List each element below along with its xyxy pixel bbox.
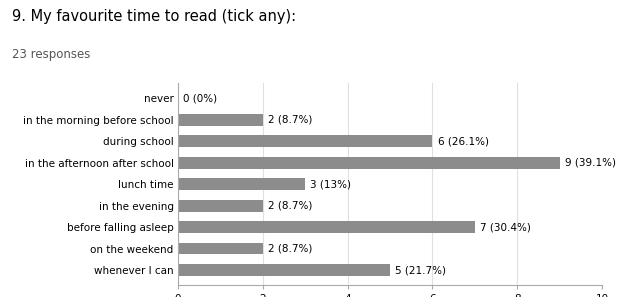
Bar bbox=[178, 114, 263, 126]
Text: 2 (8.7%): 2 (8.7%) bbox=[268, 200, 312, 211]
Bar bbox=[178, 157, 560, 169]
Text: 9 (39.1%): 9 (39.1%) bbox=[565, 158, 616, 168]
Text: 23 responses: 23 responses bbox=[12, 48, 91, 61]
Text: 0 (0%): 0 (0%) bbox=[183, 93, 217, 103]
Bar bbox=[178, 221, 475, 233]
Bar bbox=[178, 200, 263, 211]
Text: 6 (26.1%): 6 (26.1%) bbox=[437, 136, 489, 146]
Text: 2 (8.7%): 2 (8.7%) bbox=[268, 115, 312, 125]
Bar bbox=[178, 264, 390, 276]
Text: 7 (30.4%): 7 (30.4%) bbox=[480, 222, 531, 232]
Text: 3 (13%): 3 (13%) bbox=[310, 179, 351, 189]
Bar bbox=[178, 243, 263, 255]
Text: 5 (21.7%): 5 (21.7%) bbox=[395, 265, 446, 275]
Text: 9. My favourite time to read (tick any):: 9. My favourite time to read (tick any): bbox=[12, 9, 296, 24]
Text: 2 (8.7%): 2 (8.7%) bbox=[268, 244, 312, 254]
Bar bbox=[178, 178, 305, 190]
Bar bbox=[178, 135, 432, 147]
